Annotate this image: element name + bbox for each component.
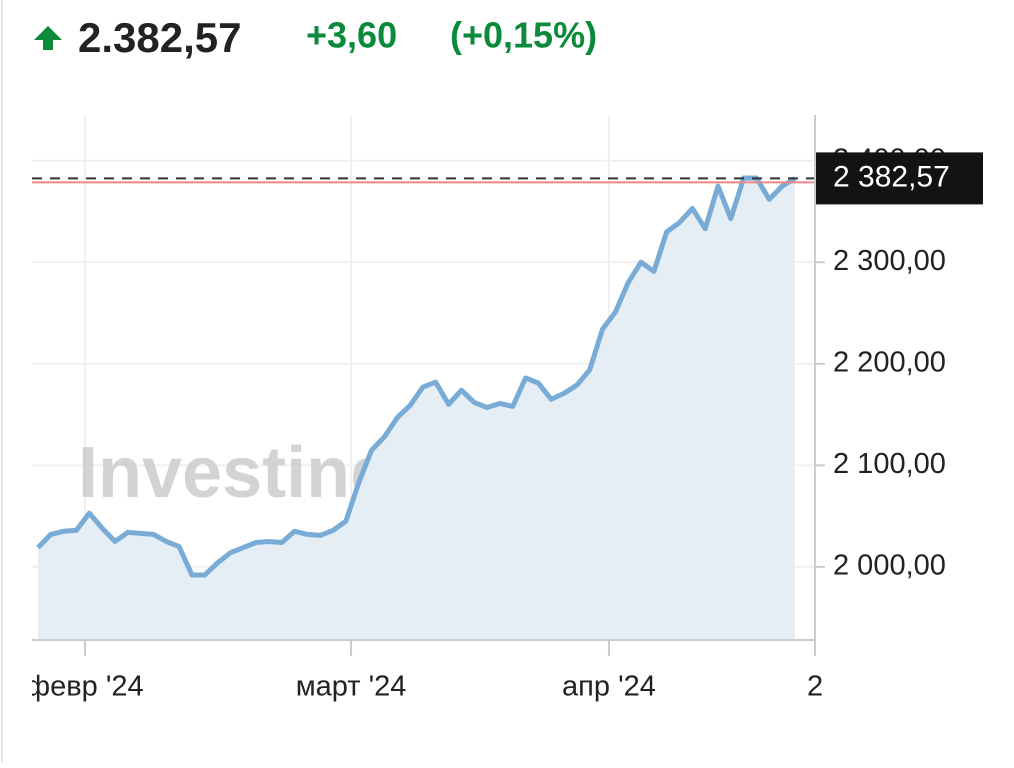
y-tick-label: 2 200,00 <box>833 346 946 378</box>
x-tick-group: 2 <box>807 671 823 703</box>
price-line <box>36 175 797 578</box>
x-tick-group: март '24 <box>296 671 407 703</box>
y-tick-label: 2 300,00 <box>833 245 946 277</box>
x-tick-label: февр '24 <box>26 671 143 703</box>
up-arrow <box>34 26 62 50</box>
plot: Investing.com <box>32 115 815 640</box>
x-tick-label: апр '24 <box>562 671 656 703</box>
change-pct: (+0,15%) <box>450 15 597 56</box>
axes: 2 000,002 100,002 200,002 300,002 400,00… <box>26 115 983 703</box>
x-tick-group: апр '24 <box>562 671 656 703</box>
x-tick-group: февр '24 <box>26 671 144 703</box>
x-tick-label: март '24 <box>296 671 407 703</box>
last-price-box <box>815 152 983 205</box>
x-tick-label: 2 <box>807 671 823 703</box>
watermark-brand: Investing <box>78 433 394 513</box>
change: +3,60 <box>306 15 397 56</box>
area <box>38 178 795 640</box>
last-price-label: 2 382,57 <box>833 160 950 193</box>
price: 2.382,57 <box>78 14 242 61</box>
y-tick-label: 2 000,00 <box>833 550 946 582</box>
y-tick-label: 2 100,00 <box>833 448 946 480</box>
